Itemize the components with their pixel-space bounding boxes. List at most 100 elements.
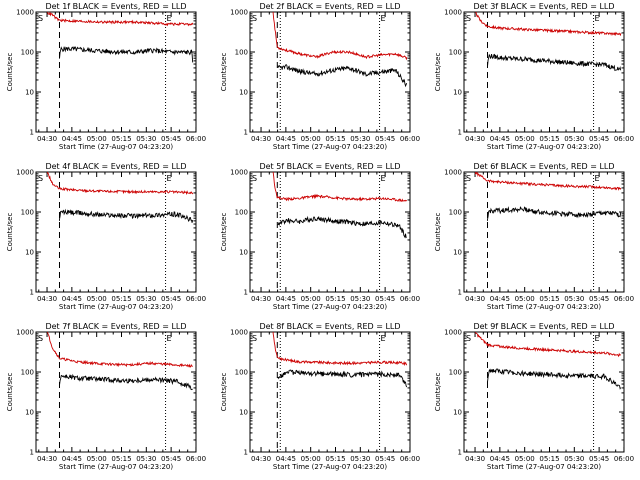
y-tick-label: 1 bbox=[244, 129, 248, 137]
panel-title: Det 5f BLACK = Events, RED = LLD bbox=[259, 162, 400, 171]
x-tick-label: 05:15 bbox=[325, 295, 345, 303]
x-tick-label: 05:00 bbox=[515, 455, 535, 463]
x-tick-label: 04:45 bbox=[62, 295, 82, 303]
detector-panel-2: Det 2f BLACK = Events, RED = LLD 1 10 100 10… bbox=[220, 2, 420, 151]
y-tick-label: 1 bbox=[458, 289, 462, 297]
start-marker-label: S bbox=[466, 334, 471, 343]
plot-frame bbox=[249, 331, 411, 453]
y-tick-label: 100 bbox=[235, 369, 248, 377]
plot-frame bbox=[463, 331, 625, 453]
events-trace bbox=[277, 215, 407, 239]
x-tick-label: 05:45 bbox=[375, 455, 395, 463]
x-tick-label: 05:15 bbox=[539, 295, 559, 303]
lld-trace bbox=[272, 172, 408, 203]
x-tick-label: 04:45 bbox=[490, 455, 510, 463]
x-tick-label: 05:00 bbox=[515, 295, 535, 303]
plot-frame bbox=[249, 171, 411, 293]
x-tick-label: 04:30 bbox=[37, 295, 57, 303]
end-marker-label: E bbox=[381, 14, 386, 23]
x-tick-label: 05:45 bbox=[589, 295, 609, 303]
y-tick-label: 1 bbox=[244, 289, 248, 297]
panel-title: Det 6f BLACK = Events, RED = LLD bbox=[473, 162, 614, 171]
y-tick-label: 10 bbox=[239, 409, 248, 417]
y-tick-label: 100 bbox=[449, 369, 462, 377]
y-tick-label: 100 bbox=[235, 209, 248, 217]
y-tick-label: 1000 bbox=[16, 329, 34, 337]
y-tick-label: 1000 bbox=[230, 329, 248, 337]
y-axis-label: Counts/sec bbox=[434, 213, 442, 252]
y-tick-label: 100 bbox=[21, 49, 34, 57]
panel-title: Det 7f BLACK = Events, RED = LLD bbox=[45, 322, 186, 331]
x-tick-label: 06:00 bbox=[186, 135, 206, 143]
x-tick-label: 05:00 bbox=[515, 135, 535, 143]
events-trace bbox=[277, 369, 408, 388]
y-tick-label: 1000 bbox=[444, 9, 462, 17]
y-tick-label: 100 bbox=[449, 49, 462, 57]
lld-trace bbox=[272, 332, 408, 367]
x-tick-label: 04:30 bbox=[251, 455, 271, 463]
x-tick-label: 05:30 bbox=[564, 455, 584, 463]
x-tick-label: 05:45 bbox=[589, 455, 609, 463]
x-tick-label: 05:30 bbox=[564, 135, 584, 143]
lld-trace bbox=[47, 332, 193, 368]
end-marker-label: E bbox=[167, 334, 172, 343]
detector-panel-7: Det 7f BLACK = Events, RED = LLD 1 10 100 10… bbox=[6, 322, 206, 471]
plot-frame bbox=[463, 171, 625, 293]
panel-title: Det 9f BLACK = Events, RED = LLD bbox=[473, 322, 614, 331]
y-tick-label: 1000 bbox=[230, 169, 248, 177]
panel-title: Det 2f BLACK = Events, RED = LLD bbox=[259, 2, 400, 11]
y-tick-label: 10 bbox=[25, 89, 34, 97]
y-tick-label: 1 bbox=[244, 449, 248, 457]
x-tick-label: 04:30 bbox=[465, 295, 485, 303]
y-tick-label: 10 bbox=[25, 409, 34, 417]
x-axis-label: Start Time (27-Aug-07 04:23:20) bbox=[273, 303, 387, 311]
start-marker-label: S bbox=[252, 14, 257, 23]
x-tick-label: 05:45 bbox=[375, 135, 395, 143]
y-tick-label: 10 bbox=[239, 89, 248, 97]
x-tick-label: 04:45 bbox=[276, 135, 296, 143]
y-tick-label: 1 bbox=[458, 449, 462, 457]
start-marker-label: S bbox=[38, 174, 43, 183]
y-tick-label: 10 bbox=[453, 89, 462, 97]
plot-frame bbox=[463, 11, 625, 133]
detector-panel-6: Det 6f BLACK = Events, RED = LLD 1 10 100 10… bbox=[434, 162, 634, 311]
x-tick-label: 05:15 bbox=[539, 455, 559, 463]
x-tick-label: 05:45 bbox=[161, 135, 181, 143]
x-axis-label: Start Time (27-Aug-07 04:23:20) bbox=[273, 143, 387, 151]
start-marker-label: S bbox=[252, 334, 257, 343]
y-axis-label: Counts/sec bbox=[6, 373, 14, 412]
x-axis-label: Start Time (27-Aug-07 04:23:20) bbox=[59, 303, 173, 311]
start-marker-label: S bbox=[466, 14, 471, 23]
start-marker-label: S bbox=[252, 174, 257, 183]
y-tick-label: 100 bbox=[235, 49, 248, 57]
end-marker-label: E bbox=[167, 174, 172, 183]
events-trace bbox=[277, 64, 408, 88]
panel-title: Det 8f BLACK = Events, RED = LLD bbox=[259, 322, 400, 331]
end-marker-label: E bbox=[595, 14, 600, 23]
y-tick-label: 100 bbox=[449, 209, 462, 217]
end-marker-label: E bbox=[381, 174, 386, 183]
x-tick-label: 05:00 bbox=[87, 135, 107, 143]
x-axis-label: Start Time (27-Aug-07 04:23:20) bbox=[487, 463, 601, 471]
plot-frame bbox=[35, 331, 197, 453]
x-tick-label: 04:45 bbox=[62, 455, 82, 463]
x-tick-label: 06:00 bbox=[400, 455, 420, 463]
x-tick-label: 06:00 bbox=[400, 295, 420, 303]
y-tick-label: 1000 bbox=[444, 169, 462, 177]
detector-panel-4: Det 4f BLACK = Events, RED = LLD 1 10 100 10… bbox=[6, 162, 206, 311]
x-axis-label: Start Time (27-Aug-07 04:23:20) bbox=[59, 463, 173, 471]
y-axis-label: Counts/sec bbox=[220, 213, 228, 252]
events-trace bbox=[487, 368, 622, 390]
x-tick-label: 04:45 bbox=[490, 295, 510, 303]
x-tick-label: 05:00 bbox=[87, 455, 107, 463]
plot-frame bbox=[35, 171, 197, 293]
x-tick-label: 05:30 bbox=[350, 135, 370, 143]
y-tick-label: 1000 bbox=[230, 9, 248, 17]
lld-trace bbox=[475, 171, 622, 191]
detector-panel-3: Det 3f BLACK = Events, RED = LLD 1 10 100 10… bbox=[434, 2, 634, 151]
y-axis-label: Counts/sec bbox=[220, 53, 228, 92]
x-tick-label: 04:30 bbox=[251, 295, 271, 303]
x-tick-label: 04:30 bbox=[37, 135, 57, 143]
x-tick-label: 05:45 bbox=[375, 295, 395, 303]
